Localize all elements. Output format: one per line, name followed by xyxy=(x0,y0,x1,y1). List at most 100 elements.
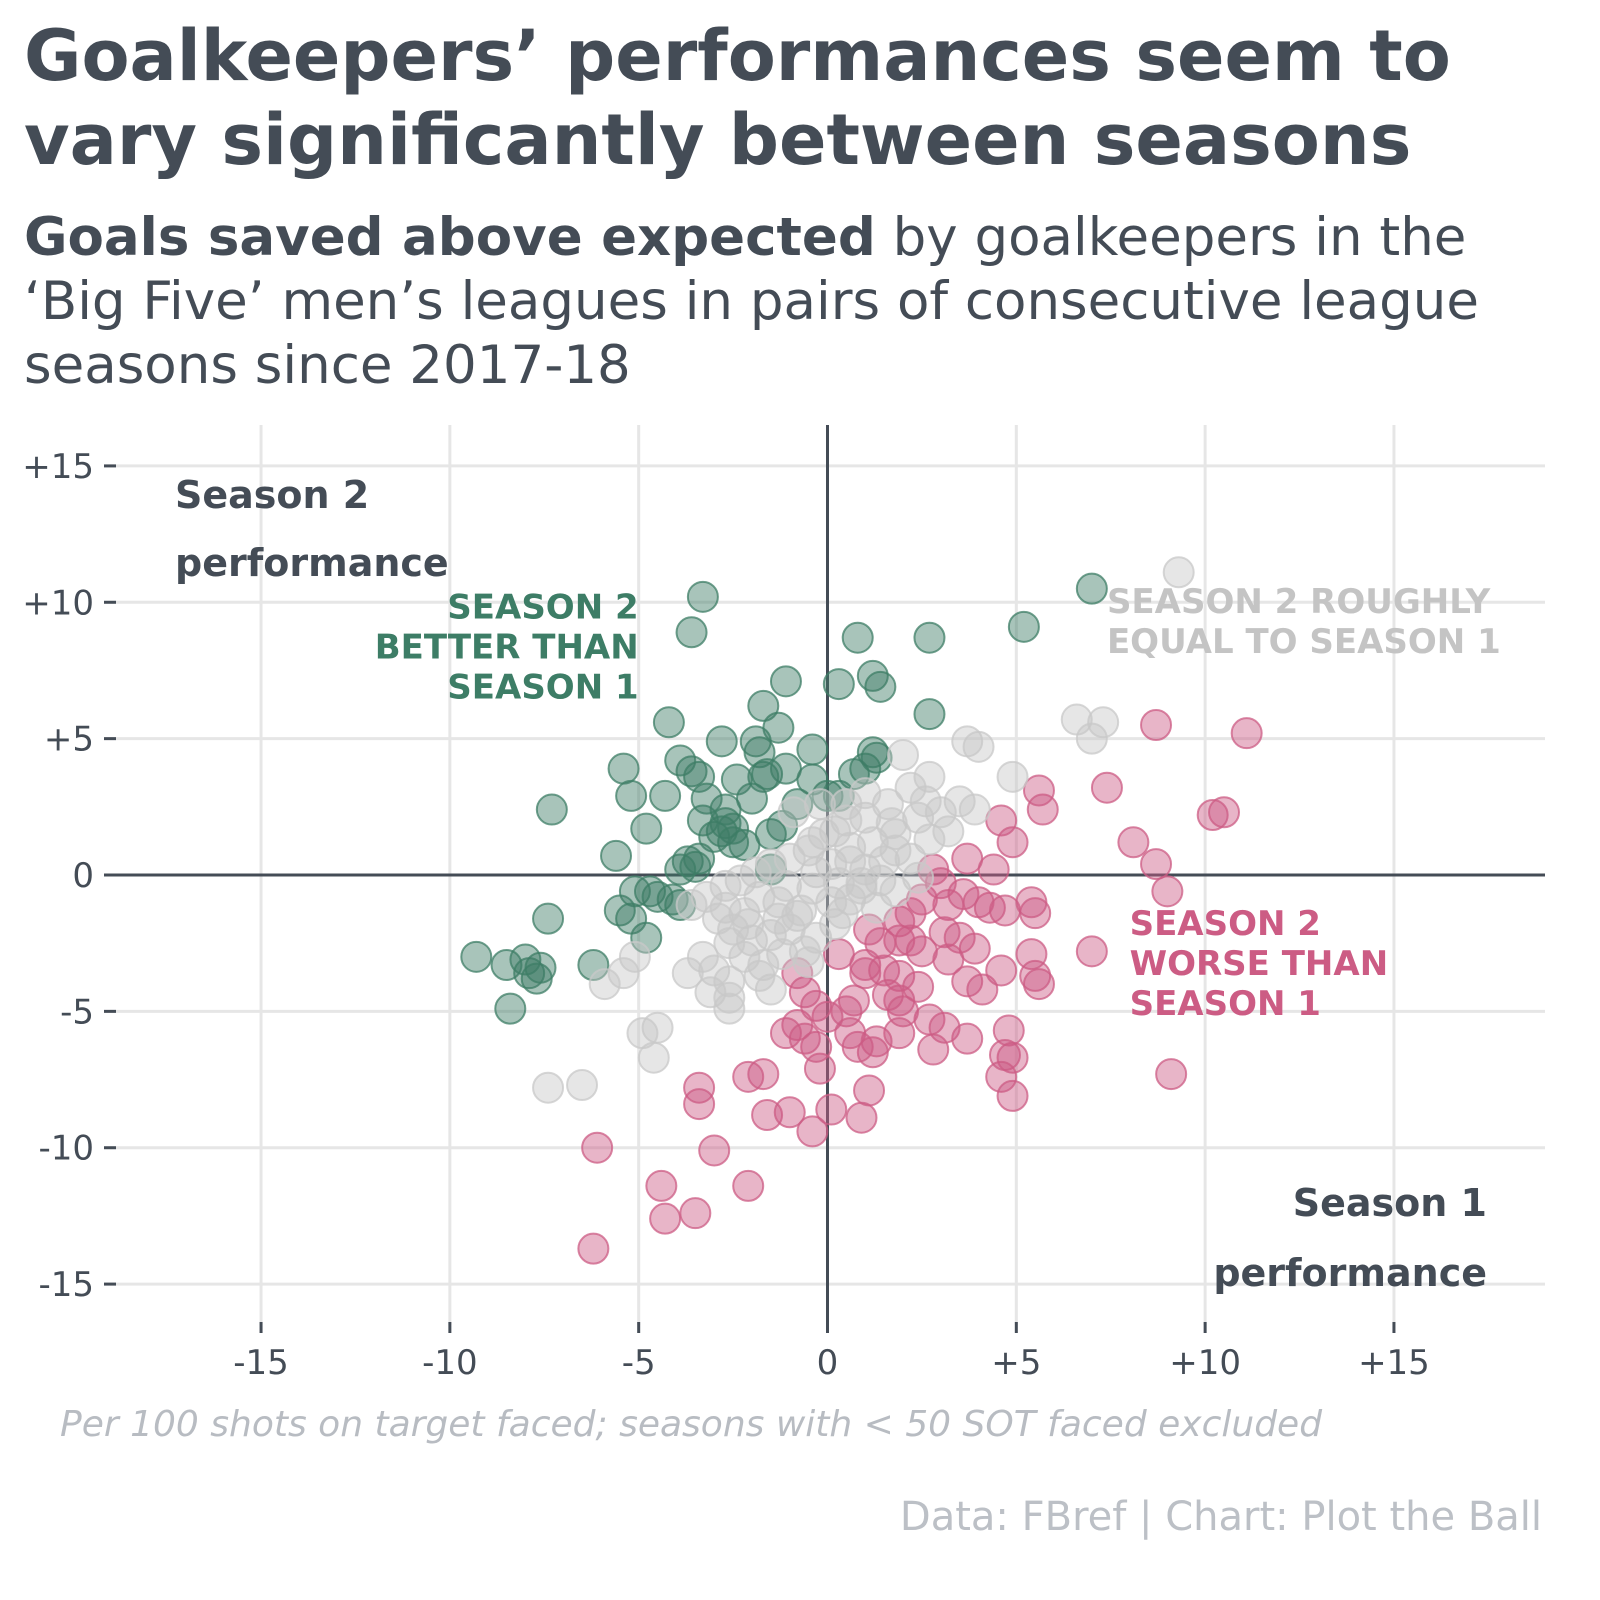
point-worse xyxy=(894,897,927,930)
x-tick-label: +15 xyxy=(1358,1343,1430,1383)
point-equal xyxy=(913,760,946,793)
point-equal xyxy=(754,848,787,881)
point-better xyxy=(686,580,719,613)
point-worse xyxy=(966,973,999,1006)
point-equal xyxy=(588,968,621,1001)
point-equal xyxy=(713,965,746,998)
annotation-equal: SEASON 2 ROUGHLY EQUAL TO SEASON 1 xyxy=(1107,582,1501,662)
point-better xyxy=(864,670,897,703)
point-worse xyxy=(996,826,1029,859)
point-equal xyxy=(830,788,863,821)
point-equal xyxy=(792,946,825,979)
point-better xyxy=(494,992,527,1025)
point-equal xyxy=(1087,706,1120,739)
point-worse xyxy=(769,1017,802,1050)
point-better xyxy=(679,850,712,883)
x-tick-label: 0 xyxy=(817,1343,839,1383)
point-equal xyxy=(845,867,878,900)
y-tick-label: 0 xyxy=(72,856,94,896)
point-equal xyxy=(713,992,746,1025)
annotation-better: SEASON 2 BETTER THAN SEASON 1 xyxy=(375,588,639,708)
point-better xyxy=(735,782,768,815)
chart-subtitle: Goals saved above expected by goalkeeper… xyxy=(24,206,1584,398)
point-worse xyxy=(788,1022,821,1055)
point-worse xyxy=(902,970,935,1003)
point-worse xyxy=(845,1101,878,1134)
y-tick-label: +5 xyxy=(44,720,94,760)
point-worse xyxy=(581,1131,614,1164)
point-worse xyxy=(985,954,1018,987)
point-equal xyxy=(932,815,965,848)
point-equal xyxy=(777,796,810,829)
point-better xyxy=(675,616,708,649)
point-worse xyxy=(1075,935,1108,968)
point-worse xyxy=(1140,709,1173,741)
point-better xyxy=(751,758,784,791)
point-better xyxy=(460,940,493,973)
point-worse xyxy=(951,1022,984,1055)
point-equal xyxy=(773,842,806,875)
point-worse xyxy=(1026,793,1059,826)
point-worse xyxy=(1196,799,1229,831)
point-worse xyxy=(853,1074,886,1107)
point-equal xyxy=(532,1071,565,1104)
point-equal xyxy=(1162,556,1195,589)
point-better xyxy=(524,951,557,984)
x-tick-label: -15 xyxy=(233,1343,289,1383)
point-better xyxy=(652,706,685,739)
chart-note: Per 100 shots on target faced; seasons w… xyxy=(60,1404,1323,1445)
chart-source: Data: FBref | Chart: Plot the Ball xyxy=(899,1494,1542,1540)
point-worse xyxy=(856,1036,889,1069)
point-equal xyxy=(709,869,742,902)
point-equal xyxy=(762,902,795,935)
point-equal xyxy=(743,880,776,913)
subtitle-rest: by goalkeepers in the ‘Big Five’ men’s l… xyxy=(24,207,1479,396)
point-worse xyxy=(1140,848,1173,881)
point-equal xyxy=(962,730,995,763)
point-equal xyxy=(713,981,746,1014)
x-tick-label: -5 xyxy=(622,1343,656,1383)
point-worse xyxy=(1090,771,1123,804)
point-equal xyxy=(671,957,704,990)
point-worse xyxy=(1230,717,1263,750)
x-axis-label: Season 1 performance xyxy=(1213,1181,1487,1295)
point-worse xyxy=(1117,826,1150,859)
point-better xyxy=(649,779,682,812)
point-worse xyxy=(683,1071,716,1104)
point-equal xyxy=(887,739,920,771)
data-points xyxy=(460,556,1263,1265)
point-equal xyxy=(996,760,1029,793)
point-worse xyxy=(698,1134,731,1167)
point-worse xyxy=(849,949,882,981)
x-tick-label: +10 xyxy=(1169,1343,1241,1383)
point-worse xyxy=(932,889,965,921)
point-worse xyxy=(649,1202,682,1235)
point-worse xyxy=(1151,875,1184,908)
point-better xyxy=(913,698,946,731)
x-tick-label: -10 xyxy=(422,1343,478,1383)
point-equal xyxy=(849,777,882,810)
point-equal xyxy=(637,1041,670,1074)
point-worse xyxy=(977,853,1010,886)
point-worse xyxy=(773,1096,806,1129)
point-worse xyxy=(645,1169,678,1202)
point-better xyxy=(607,752,640,785)
point-equal xyxy=(894,842,927,875)
axes: -15 -10 -5 0 +5 +10 +15 +15 +10 +5 0 -5 -10 -15 xyxy=(22,425,1545,1383)
point-better xyxy=(747,689,780,722)
point-worse xyxy=(996,1041,1029,1074)
point-worse xyxy=(985,1060,1018,1093)
point-worse xyxy=(1155,1058,1188,1091)
point-better xyxy=(1075,572,1108,605)
point-better xyxy=(603,894,636,927)
point-equal xyxy=(566,1069,599,1101)
point-better xyxy=(705,725,738,758)
point-worse xyxy=(1022,774,1055,807)
point-better xyxy=(849,752,882,785)
point-worse xyxy=(849,957,882,990)
point-better xyxy=(630,812,663,845)
point-equal xyxy=(902,861,935,894)
y-tick-label: +10 xyxy=(22,583,94,623)
point-worse xyxy=(683,1088,716,1121)
point-equal xyxy=(860,891,893,924)
